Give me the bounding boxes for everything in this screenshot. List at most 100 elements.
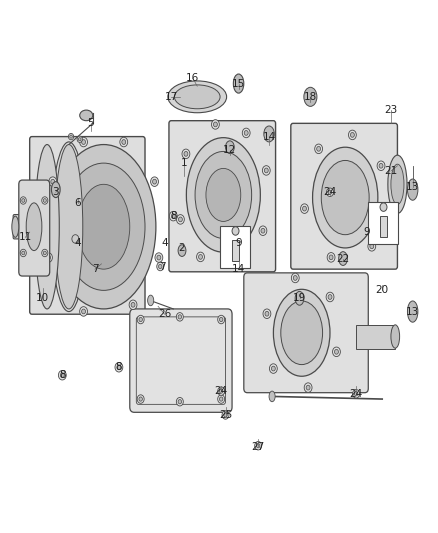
- Circle shape: [68, 133, 74, 140]
- Circle shape: [157, 262, 164, 271]
- Circle shape: [218, 387, 225, 395]
- Circle shape: [254, 441, 261, 450]
- Circle shape: [219, 389, 223, 393]
- Text: 12: 12: [223, 145, 237, 155]
- Text: 2: 2: [179, 243, 185, 253]
- Ellipse shape: [51, 144, 156, 309]
- Circle shape: [379, 164, 383, 168]
- Text: 9: 9: [235, 238, 242, 248]
- Circle shape: [78, 138, 81, 141]
- Circle shape: [43, 251, 46, 255]
- Text: 7: 7: [159, 262, 166, 271]
- Circle shape: [300, 204, 308, 213]
- Text: 14: 14: [262, 132, 276, 142]
- Circle shape: [222, 411, 229, 419]
- Text: 24: 24: [350, 389, 363, 399]
- Circle shape: [315, 144, 322, 154]
- Circle shape: [354, 392, 358, 396]
- Text: 3: 3: [53, 187, 59, 197]
- Circle shape: [256, 443, 260, 448]
- Circle shape: [263, 309, 271, 319]
- Circle shape: [60, 373, 64, 377]
- Circle shape: [170, 212, 177, 221]
- Ellipse shape: [321, 160, 369, 235]
- FancyBboxPatch shape: [220, 225, 251, 268]
- Circle shape: [70, 135, 72, 138]
- Ellipse shape: [55, 144, 83, 309]
- Circle shape: [184, 151, 188, 156]
- Text: 14: 14: [232, 264, 245, 274]
- Circle shape: [329, 255, 333, 260]
- Text: 24: 24: [323, 187, 337, 197]
- Text: 26: 26: [158, 309, 171, 319]
- Circle shape: [80, 306, 88, 316]
- Circle shape: [152, 179, 156, 184]
- Circle shape: [122, 140, 126, 144]
- Circle shape: [58, 370, 66, 380]
- Circle shape: [117, 365, 121, 369]
- Ellipse shape: [174, 85, 220, 109]
- Ellipse shape: [148, 295, 154, 306]
- Text: 5: 5: [87, 118, 94, 128]
- Ellipse shape: [407, 179, 418, 200]
- Ellipse shape: [206, 168, 241, 221]
- Circle shape: [317, 147, 321, 151]
- Text: 9: 9: [364, 227, 370, 237]
- Circle shape: [368, 241, 376, 251]
- Text: 1: 1: [181, 158, 187, 168]
- Circle shape: [272, 366, 276, 371]
- FancyBboxPatch shape: [13, 215, 48, 239]
- Circle shape: [80, 138, 88, 147]
- Ellipse shape: [51, 142, 86, 312]
- Ellipse shape: [380, 203, 387, 212]
- Circle shape: [328, 295, 332, 300]
- Circle shape: [120, 138, 128, 147]
- Circle shape: [139, 317, 142, 321]
- FancyBboxPatch shape: [169, 120, 276, 272]
- Circle shape: [219, 317, 223, 321]
- Circle shape: [265, 168, 268, 173]
- Ellipse shape: [273, 289, 330, 376]
- FancyBboxPatch shape: [19, 180, 49, 276]
- Ellipse shape: [269, 391, 275, 402]
- Text: 20: 20: [376, 285, 389, 295]
- Circle shape: [306, 385, 310, 390]
- Circle shape: [235, 257, 243, 267]
- Text: 17: 17: [165, 92, 178, 102]
- Text: 15: 15: [232, 78, 245, 88]
- Text: 21: 21: [384, 166, 398, 176]
- Circle shape: [137, 316, 144, 324]
- FancyBboxPatch shape: [368, 202, 398, 244]
- Text: 8: 8: [116, 362, 122, 372]
- Circle shape: [377, 161, 385, 171]
- Ellipse shape: [391, 325, 399, 348]
- Circle shape: [370, 244, 374, 249]
- Ellipse shape: [388, 155, 407, 214]
- Circle shape: [182, 149, 190, 159]
- Ellipse shape: [62, 163, 145, 290]
- Circle shape: [303, 206, 307, 211]
- Bar: [380, 216, 387, 237]
- Text: 27: 27: [251, 442, 265, 452]
- Circle shape: [137, 395, 144, 403]
- Text: 24: 24: [215, 386, 228, 396]
- Ellipse shape: [12, 216, 19, 237]
- Circle shape: [51, 179, 55, 184]
- Ellipse shape: [80, 110, 93, 120]
- Circle shape: [349, 130, 356, 140]
- Ellipse shape: [78, 184, 130, 269]
- Circle shape: [213, 122, 217, 127]
- Circle shape: [139, 397, 142, 401]
- Text: 11: 11: [19, 232, 32, 243]
- Text: 4: 4: [74, 238, 81, 248]
- Circle shape: [155, 253, 163, 262]
- Circle shape: [262, 166, 270, 175]
- Ellipse shape: [264, 126, 274, 142]
- Text: 22: 22: [336, 254, 350, 263]
- Ellipse shape: [226, 141, 234, 154]
- Circle shape: [350, 133, 354, 138]
- Circle shape: [177, 215, 184, 224]
- Circle shape: [218, 395, 225, 403]
- Text: 8: 8: [170, 211, 177, 221]
- Circle shape: [242, 128, 250, 138]
